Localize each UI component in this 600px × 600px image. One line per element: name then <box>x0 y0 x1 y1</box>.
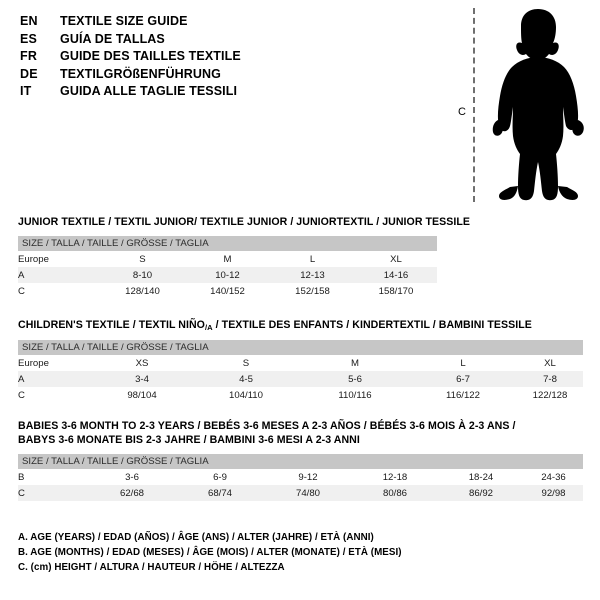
language-row-en: EN TEXTILE SIZE GUIDE <box>20 13 420 31</box>
legend-row-b: B. AGE (MONTHS) / EDAD (MESES) / ÂGE (MO… <box>18 547 402 558</box>
language-code-de: DE <box>20 66 38 81</box>
children-row1-col1: 4-5 <box>191 371 301 387</box>
children-row0-col0: XS <box>135 357 149 369</box>
junior-row2-col3: 158/170 <box>378 285 414 297</box>
junior-table-band-row: SIZE / TALLA / TAILLE / GRÖSSE / TAGLIA <box>18 236 437 251</box>
language-row-it: IT GUIDA ALLE TAGLIE TESSILI <box>20 83 420 101</box>
language-title-es: GUÍA DE TALLAS <box>60 31 165 46</box>
language-title-de: TEXTILGRÖßENFÜHRUNG <box>60 66 221 81</box>
section-children-title: CHILDREN'S TEXTILE / TEXTIL NIÑO/A / TEX… <box>18 318 583 333</box>
table-row: A 8-10 10-12 12-13 14-16 <box>18 267 437 283</box>
language-title-it: GUIDA ALLE TAGLIE TESSILI <box>60 84 238 98</box>
children-row0-label: Europe <box>18 357 49 369</box>
junior-row1-col0: 8-10 <box>100 267 185 283</box>
table-row: Europe XS S M L XL <box>18 355 583 371</box>
children-row1-col0: 3-4 <box>93 371 191 387</box>
section-junior-title: JUNIOR TEXTILE / TEXTIL JUNIOR/ TEXTILE … <box>18 216 471 228</box>
babies-row0-col0: 3-6 <box>125 471 139 483</box>
children-row2-col1: 104/110 <box>229 389 263 401</box>
section-children-title-sub: /A <box>204 323 213 332</box>
babies-row0-col3: 12-18 <box>382 471 408 483</box>
children-table-band-row: SIZE / TALLA / TAILLE / GRÖSSE / TAGLIA <box>18 340 583 355</box>
children-row1-label: A <box>18 371 93 387</box>
legend-row-c: C. (cm) HEIGHT / ALTURA / HAUTEUR / HÖHE… <box>18 562 285 573</box>
language-code-es: ES <box>20 31 38 46</box>
section-children: CHILDREN'S TEXTILE / TEXTIL NIÑO/A / TEX… <box>18 318 583 403</box>
children-row2-label: C <box>18 389 25 401</box>
junior-row2-col1: 140/152 <box>210 285 245 297</box>
language-code-fr: FR <box>20 49 38 63</box>
table-row: C 62/68 68/74 74/80 80/86 86/92 92/98 <box>18 485 583 501</box>
legend-row-a: A. AGE (YEARS) / EDAD (AÑOS) / ÂGE (ANS)… <box>18 532 374 543</box>
babies-row1-col0: 62/68 <box>88 485 176 501</box>
babies-row1-label: C <box>18 485 88 501</box>
babies-row0-col2: 9-12 <box>298 471 318 483</box>
children-row2-col4: 122/128 <box>532 389 568 401</box>
children-row2-col2: 110/116 <box>338 389 372 401</box>
legend-block: A. AGE (YEARS) / EDAD (AÑOS) / ÂGE (ANS)… <box>18 530 402 575</box>
children-row0-col1: S <box>242 357 250 369</box>
language-row-de: DE TEXTILGRÖßENFÜHRUNG <box>20 66 420 84</box>
junior-row0-col3: XL <box>390 253 402 265</box>
junior-row0-col0: S <box>139 253 146 265</box>
table-row: A 3-4 4-5 5-6 6-7 7-8 <box>18 371 583 387</box>
babies-band-label: SIZE / TALLA / TAILLE / GRÖSSE / TAGLIA <box>18 454 583 469</box>
junior-row2-col2: 152/158 <box>295 285 330 297</box>
language-title-fr: GUIDE DES TAILLES TEXTILE <box>60 49 241 63</box>
section-children-title-post: / TEXTILE DES ENFANTS / KINDERTEXTIL / B… <box>212 319 532 331</box>
babies-row1-col2: 74/80 <box>264 485 352 501</box>
child-silhouette-icon <box>492 9 584 201</box>
babies-row0-col4: 18-24 <box>468 471 494 483</box>
section-junior: JUNIOR TEXTILE / TEXTIL JUNIOR/ TEXTILE … <box>18 215 470 299</box>
height-measure-label: C <box>458 106 466 118</box>
babies-row1-col4: 86/92 <box>438 485 524 501</box>
language-row-es: ES GUÍA DE TALLAS <box>20 31 420 49</box>
babies-row0-col1: 6-9 <box>213 471 227 483</box>
language-title-en: TEXTILE SIZE GUIDE <box>60 14 188 28</box>
babies-size-table: SIZE / TALLA / TAILLE / GRÖSSE / TAGLIA … <box>18 454 583 501</box>
table-row: B 3-6 6-9 9-12 12-18 18-24 24-36 <box>18 469 583 485</box>
children-row1-col4: 7-8 <box>517 371 583 387</box>
language-row-fr: FR GUIDE DES TAILLES TEXTILE <box>20 48 420 66</box>
children-row2-col0: 98/104 <box>127 389 157 401</box>
junior-row0-col1: M <box>223 253 232 265</box>
height-measure-dashed-line <box>473 8 475 202</box>
children-row2-col3: 116/122 <box>446 389 480 401</box>
babies-row1-col3: 80/86 <box>352 485 438 501</box>
junior-row1-col2: 12-13 <box>270 267 355 283</box>
table-row: C 128/140 140/152 152/158 158/170 <box>18 283 437 299</box>
height-measurement-figure: C <box>440 0 600 210</box>
babies-row0-label: B <box>18 471 25 483</box>
children-band-label: SIZE / TALLA / TAILLE / GRÖSSE / TAGLIA <box>18 340 583 355</box>
language-title-block: EN TEXTILE SIZE GUIDE ES GUÍA DE TALLAS … <box>20 13 420 101</box>
junior-row1-col1: 10-12 <box>185 267 270 283</box>
language-code-en: EN <box>20 14 38 28</box>
language-code-it: IT <box>20 84 32 98</box>
junior-row1-col3: 14-16 <box>355 267 437 283</box>
table-row: Europe S M L XL <box>18 251 437 267</box>
children-row0-col4: XL <box>544 357 556 369</box>
children-size-table: SIZE / TALLA / TAILLE / GRÖSSE / TAGLIA … <box>18 340 583 403</box>
table-row: C 98/104 104/110 110/116 116/122 122/128 <box>18 387 583 403</box>
children-row1-col2: 5-6 <box>301 371 409 387</box>
junior-size-table: SIZE / TALLA / TAILLE / GRÖSSE / TAGLIA … <box>18 236 437 299</box>
babies-row0-col5: 24-36 <box>541 471 566 483</box>
junior-row1-label: A <box>18 267 100 283</box>
children-row1-col3: 6-7 <box>409 371 517 387</box>
junior-row2-label: C <box>18 285 25 297</box>
section-babies-title-line2: BABYS 3-6 MONATE BIS 2-3 JAHRE / BAMBINI… <box>18 434 360 446</box>
junior-row0-col2: L <box>309 253 316 265</box>
junior-row0-label: Europe <box>18 253 49 265</box>
section-babies-title-line1: BABIES 3-6 MONTH TO 2-3 YEARS / BEBÉS 3-… <box>18 420 516 432</box>
section-children-title-pre: CHILDREN'S TEXTILE / TEXTIL NIÑO <box>18 319 205 331</box>
babies-row1-col5: 92/98 <box>524 485 583 501</box>
children-row0-col2: M <box>351 357 359 369</box>
babies-row1-col1: 68/74 <box>176 485 264 501</box>
junior-row2-col0: 128/140 <box>125 285 160 297</box>
babies-table-band-row: SIZE / TALLA / TAILLE / GRÖSSE / TAGLIA <box>18 454 583 469</box>
section-babies: BABIES 3-6 MONTH TO 2-3 YEARS / BEBÉS 3-… <box>18 419 583 501</box>
junior-band-label: SIZE / TALLA / TAILLE / GRÖSSE / TAGLIA <box>18 236 437 251</box>
children-row0-col3: L <box>460 357 466 369</box>
